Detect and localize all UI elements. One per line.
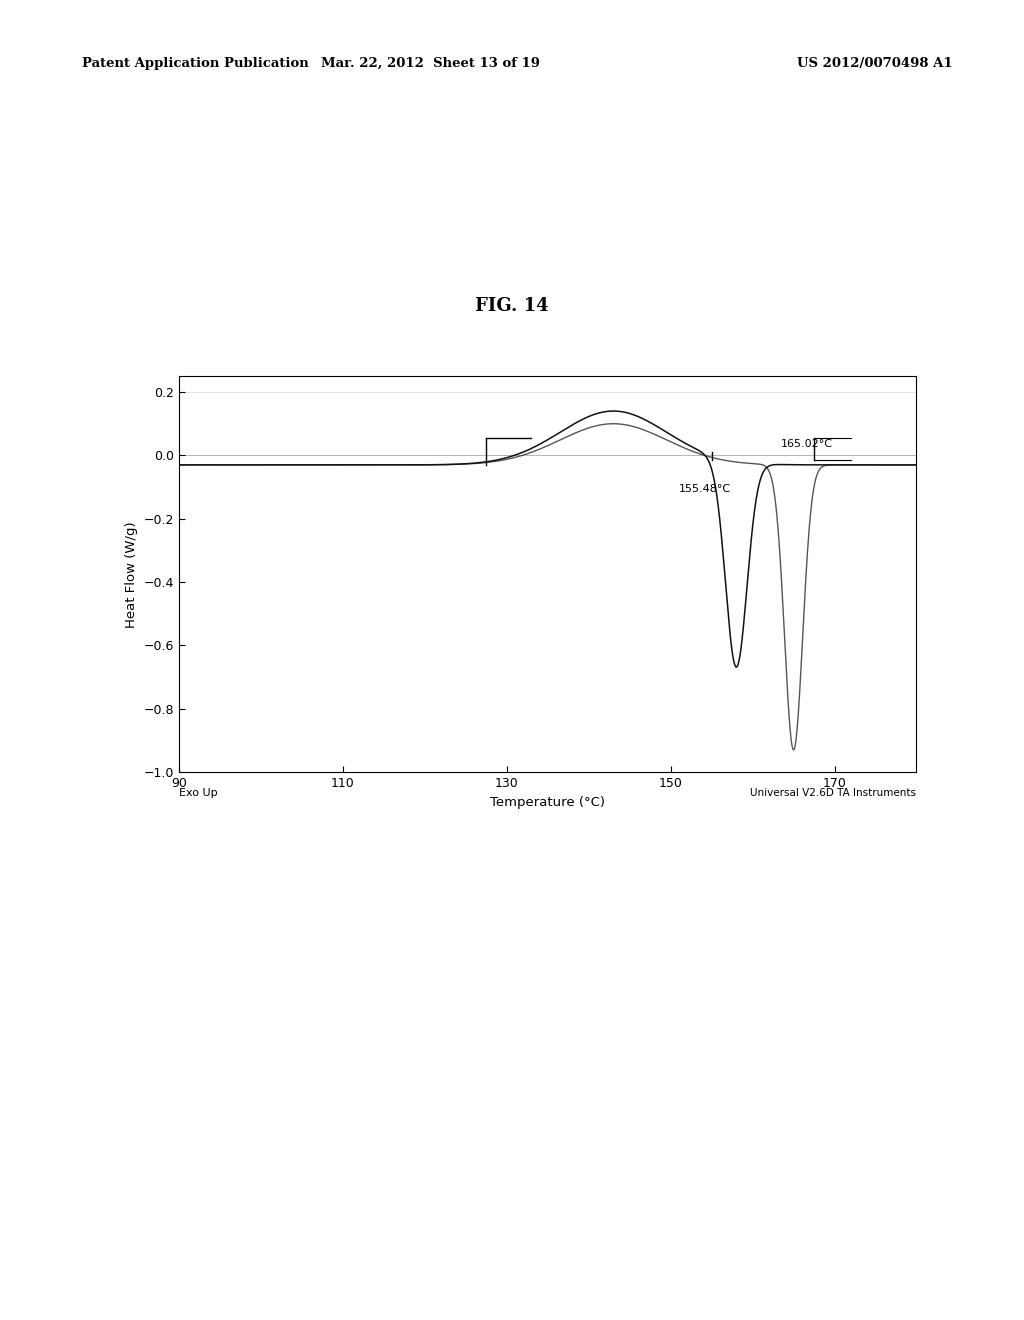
Text: FIG. 14: FIG. 14 [475,297,549,315]
Text: Universal V2.6D TA Instruments: Universal V2.6D TA Instruments [751,788,916,799]
Text: Mar. 22, 2012  Sheet 13 of 19: Mar. 22, 2012 Sheet 13 of 19 [321,57,540,70]
Text: US 2012/0070498 A1: US 2012/0070498 A1 [797,57,952,70]
Text: 165.02°C: 165.02°C [781,438,834,449]
Y-axis label: Heat Flow (W/g): Heat Flow (W/g) [125,521,138,627]
X-axis label: Temperature (°C): Temperature (°C) [490,796,605,809]
Text: Patent Application Publication: Patent Application Publication [82,57,308,70]
Text: 155.48°C: 155.48°C [679,484,731,494]
Text: Exo Up: Exo Up [179,788,218,799]
